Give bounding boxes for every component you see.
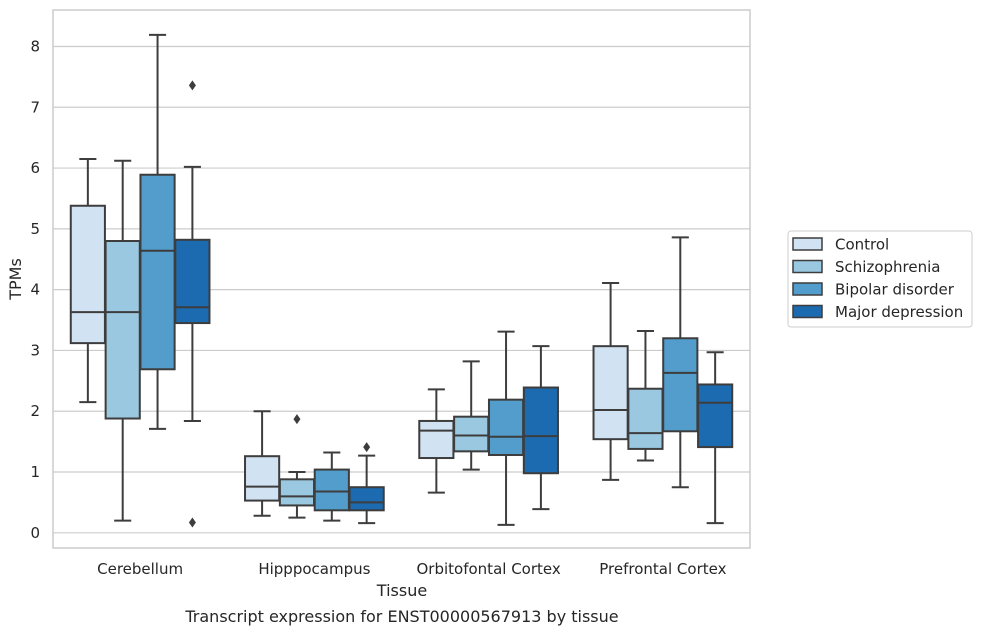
- outlier-1: [188, 517, 196, 528]
- box-iqr: [104, 240, 141, 420]
- legend: Control Schizophrenia Bipolar disorder Majo…: [787, 230, 973, 328]
- box-prefrontal-cortex-schizophrenia: [627, 329, 664, 462]
- outlier-0: [363, 442, 371, 453]
- box-iqr: [487, 398, 525, 456]
- box-orbitofontal-cortex-schizophrenia: [453, 360, 490, 471]
- y-tick-label-7: 7: [30, 98, 40, 116]
- legend-swatch: [792, 282, 823, 296]
- box-prefrontal-cortex-major-depression: [697, 351, 734, 525]
- legend-swatch: [792, 259, 823, 274]
- box-iqr: [627, 387, 664, 450]
- box-iqr: [418, 419, 455, 460]
- box-cerebellum-major-depression: [174, 80, 211, 528]
- x-tick-label-hipppocampus: Hipppocampus: [258, 560, 370, 578]
- x-tick-label-orbitofontal-cortex: Orbitofontal Cortex: [417, 560, 561, 578]
- box-iqr: [522, 386, 559, 475]
- box-iqr: [174, 238, 211, 325]
- box-hipppocampus-bipolar-disorder: [313, 451, 350, 522]
- legend-label: Bipolar disorder: [835, 281, 955, 299]
- box-hipppocampus-schizophrenia: [278, 414, 316, 519]
- box-iqr: [139, 173, 176, 371]
- x-tick-label-prefrontal-cortex: Prefrontal Cortex: [599, 560, 726, 578]
- box-orbitofontal-cortex-major-depression: [522, 345, 559, 511]
- legend-label: Control: [835, 236, 889, 254]
- box-iqr: [453, 415, 490, 453]
- x-tick-labels: Cerebellum Hipppocampus Orbitofontal Corte…: [97, 560, 726, 578]
- x-axis-label: Tissue: [376, 581, 427, 600]
- box-prefrontal-cortex-bipolar-disorder: [662, 236, 699, 489]
- outlier-0: [188, 80, 196, 91]
- outlier-0: [293, 414, 301, 425]
- legend-label: Schizophrenia: [835, 258, 940, 276]
- y-tick-label-1: 1: [30, 463, 40, 481]
- legend-item-schizophrenia: Schizophrenia: [792, 258, 940, 276]
- legend-swatch: [792, 237, 823, 251]
- box-iqr: [69, 204, 106, 345]
- box-orbitofontal-cortex-control: [418, 388, 455, 494]
- box-iqr: [313, 468, 350, 512]
- box-prefrontal-cortex-control: [592, 281, 629, 481]
- box-hipppocampus-major-depression: [348, 442, 385, 525]
- y-tick-label-6: 6: [30, 159, 40, 177]
- legend-frame: [787, 230, 973, 328]
- plot-area-frame: [52, 9, 751, 549]
- y-tick-label-8: 8: [30, 37, 40, 55]
- legend-swatch: [792, 304, 823, 319]
- y-axis-label: TPMs: [6, 258, 25, 301]
- box-iqr: [697, 383, 734, 449]
- x-tick-label-cerebellum: Cerebellum: [97, 560, 183, 578]
- legend-item-bipolar-disorder: Bipolar disorder: [792, 281, 955, 299]
- box-iqr: [278, 478, 316, 507]
- box-iqr: [244, 455, 281, 502]
- chart-caption: Transcript expression for ENST0000056791…: [184, 607, 618, 626]
- legend-label: Major depression: [835, 303, 963, 321]
- y-tick-label-2: 2: [30, 402, 40, 420]
- y-tick-label-5: 5: [30, 220, 40, 238]
- boxplots: [69, 33, 734, 528]
- box-iqr: [662, 337, 699, 433]
- box-iqr: [348, 486, 385, 512]
- box-hipppocampus-control: [244, 410, 281, 517]
- legend-item-major-depression: Major depression: [792, 303, 963, 321]
- box-iqr: [592, 345, 629, 441]
- y-tick-labels: 0 1 2 3 4 5 6 7 8: [30, 37, 40, 541]
- y-tick-label-3: 3: [30, 341, 40, 359]
- y-tick-label-4: 4: [30, 281, 40, 299]
- legend-item-control: Control: [792, 236, 889, 254]
- box-cerebellum-control: [69, 157, 106, 404]
- box-cerebellum-bipolar-disorder: [139, 33, 176, 430]
- y-tick-label-0: 0: [30, 524, 40, 542]
